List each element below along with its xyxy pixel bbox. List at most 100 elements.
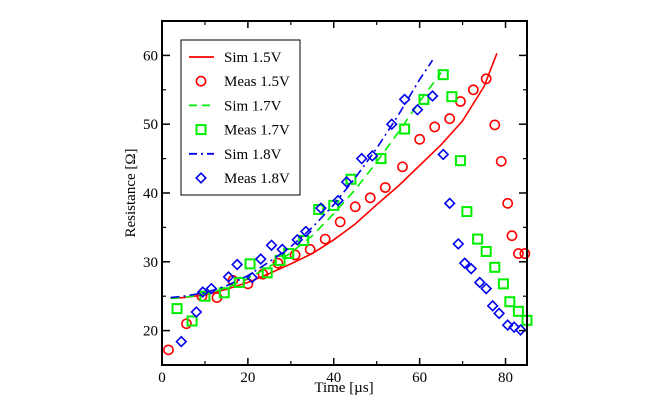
x-axis-title: Time [µs] xyxy=(314,380,373,396)
legend-swatch-marker xyxy=(195,124,207,136)
data-point-meas-1-7v xyxy=(454,155,466,167)
data-point-meas-1-7v xyxy=(298,234,310,246)
data-point-meas-1-8v xyxy=(493,307,506,320)
legend-label: Meas 1.7V xyxy=(224,123,290,139)
series-meas-1-8v xyxy=(175,90,527,348)
data-point-meas-1-7v xyxy=(489,261,501,273)
x-tick-label: 60 xyxy=(412,370,427,386)
data-point-meas-1-7v xyxy=(345,173,357,185)
y-axis-title: Resistance [Ω] xyxy=(123,148,139,237)
data-point-meas-1-8v xyxy=(314,202,327,215)
data-point-meas-1-7v xyxy=(186,315,198,327)
data-point-meas-1-5v xyxy=(467,84,479,96)
legend-label: Meas 1.5V xyxy=(224,74,290,90)
x-tick-label: 40 xyxy=(326,370,341,386)
data-point-meas-1-8v xyxy=(385,118,398,131)
data-point-meas-1-7v xyxy=(504,296,516,308)
data-point-meas-1-5v xyxy=(364,192,376,204)
data-point-meas-1-8v xyxy=(299,225,312,238)
data-point-meas-1-8v xyxy=(175,335,188,348)
data-point-meas-1-8v xyxy=(222,271,235,283)
data-point-meas-1-7v xyxy=(233,276,245,288)
data-point-meas-1-5v xyxy=(319,233,331,245)
legend-item: Sim 1.7V xyxy=(189,98,282,114)
data-point-meas-1-8v xyxy=(508,321,521,334)
data-point-meas-1-8v xyxy=(332,194,344,207)
y-tick-label: 60 xyxy=(143,48,158,64)
data-point-meas-1-7v xyxy=(274,254,286,266)
data-point-meas-1-7v xyxy=(375,153,387,165)
data-point-meas-1-5v xyxy=(495,155,507,167)
data-point-meas-1-5v xyxy=(414,133,426,145)
legend-item: Meas 1.7V xyxy=(195,123,290,139)
data-point-meas-1-8v xyxy=(355,152,368,165)
data-point-meas-1-7v xyxy=(244,258,256,270)
data-point-meas-1-8v xyxy=(426,90,439,102)
data-point-meas-1-8v xyxy=(486,299,499,312)
legend-item: Sim 1.8V xyxy=(189,147,282,163)
legend-box xyxy=(180,39,301,196)
y-tick-label: 50 xyxy=(143,117,158,133)
data-point-meas-1-5v xyxy=(304,244,316,255)
data-point-meas-1-8v xyxy=(514,323,527,336)
data-point-meas-1-7v xyxy=(512,305,524,317)
data-point-meas-1-8v xyxy=(246,271,259,284)
data-point-meas-1-8v xyxy=(265,239,278,252)
data-point-meas-1-7v xyxy=(218,287,230,299)
x-tick-label: 20 xyxy=(240,370,255,386)
axes: 0 20 40 60 80 20 30 40 50 60 xyxy=(143,20,528,386)
data-point-meas-1-7v xyxy=(497,278,509,290)
data-point-meas-1-7v xyxy=(461,206,473,218)
legend-label: Sim 1.7V xyxy=(224,98,282,114)
x-tick-label: 80 xyxy=(498,370,513,386)
data-point-meas-1-7v xyxy=(261,267,273,279)
data-point-meas-1-5v xyxy=(506,230,518,242)
data-point-meas-1-8v xyxy=(411,103,424,116)
data-point-meas-1-8v xyxy=(366,149,379,162)
data-point-meas-1-7v xyxy=(399,123,411,135)
x-tick-label: 0 xyxy=(158,370,166,386)
data-point-meas-1-8v xyxy=(437,148,450,161)
data-point-meas-1-5v xyxy=(349,201,361,213)
data-point-meas-1-7v xyxy=(437,69,449,81)
legend-label: Sim 1.8V xyxy=(224,147,282,163)
data-point-meas-1-8v xyxy=(276,243,289,256)
legend-label: Meas 1.8V xyxy=(224,171,290,187)
data-point-meas-1-7v xyxy=(480,245,492,257)
data-point-meas-1-5v xyxy=(444,113,456,125)
data-point-meas-1-5v xyxy=(379,182,391,193)
data-point-meas-1-5v xyxy=(163,344,174,356)
legend-swatch-marker xyxy=(195,172,207,184)
data-point-meas-1-8v xyxy=(398,93,411,106)
data-point-meas-1-5v xyxy=(480,73,492,85)
data-point-meas-1-8v xyxy=(205,282,218,295)
data-point-meas-1-8v xyxy=(443,197,456,210)
data-point-meas-1-5v xyxy=(397,161,408,173)
data-point-meas-1-7v xyxy=(171,303,183,315)
data-point-meas-1-7v xyxy=(472,233,484,245)
data-point-meas-1-5v xyxy=(334,216,346,228)
y-tick-label: 40 xyxy=(143,186,158,202)
legend-swatch-marker xyxy=(195,75,207,87)
data-point-meas-1-8v xyxy=(231,258,244,271)
data-point-meas-1-5v xyxy=(502,197,514,209)
data-point-meas-1-8v xyxy=(254,253,267,265)
data-point-meas-1-8v xyxy=(458,257,471,270)
data-point-meas-1-5v xyxy=(489,119,501,131)
data-point-meas-1-8v xyxy=(340,176,353,188)
data-point-meas-1-8v xyxy=(480,282,493,295)
data-point-meas-1-5v xyxy=(519,248,531,259)
data-point-meas-1-8v xyxy=(452,237,465,250)
legend-label: Sim 1.5V xyxy=(224,50,282,66)
data-point-meas-1-8v xyxy=(196,286,209,299)
data-point-meas-1-8v xyxy=(473,276,486,289)
data-point-meas-1-7v xyxy=(283,248,295,260)
data-point-meas-1-8v xyxy=(465,262,478,275)
legend-item: Meas 1.8V xyxy=(195,171,290,187)
y-tick-label: 30 xyxy=(143,255,158,271)
data-point-meas-1-8v xyxy=(291,233,304,246)
y-tick-label: 20 xyxy=(143,324,158,340)
data-point-meas-1-5v xyxy=(429,121,441,133)
data-point-meas-1-7v xyxy=(199,290,211,302)
